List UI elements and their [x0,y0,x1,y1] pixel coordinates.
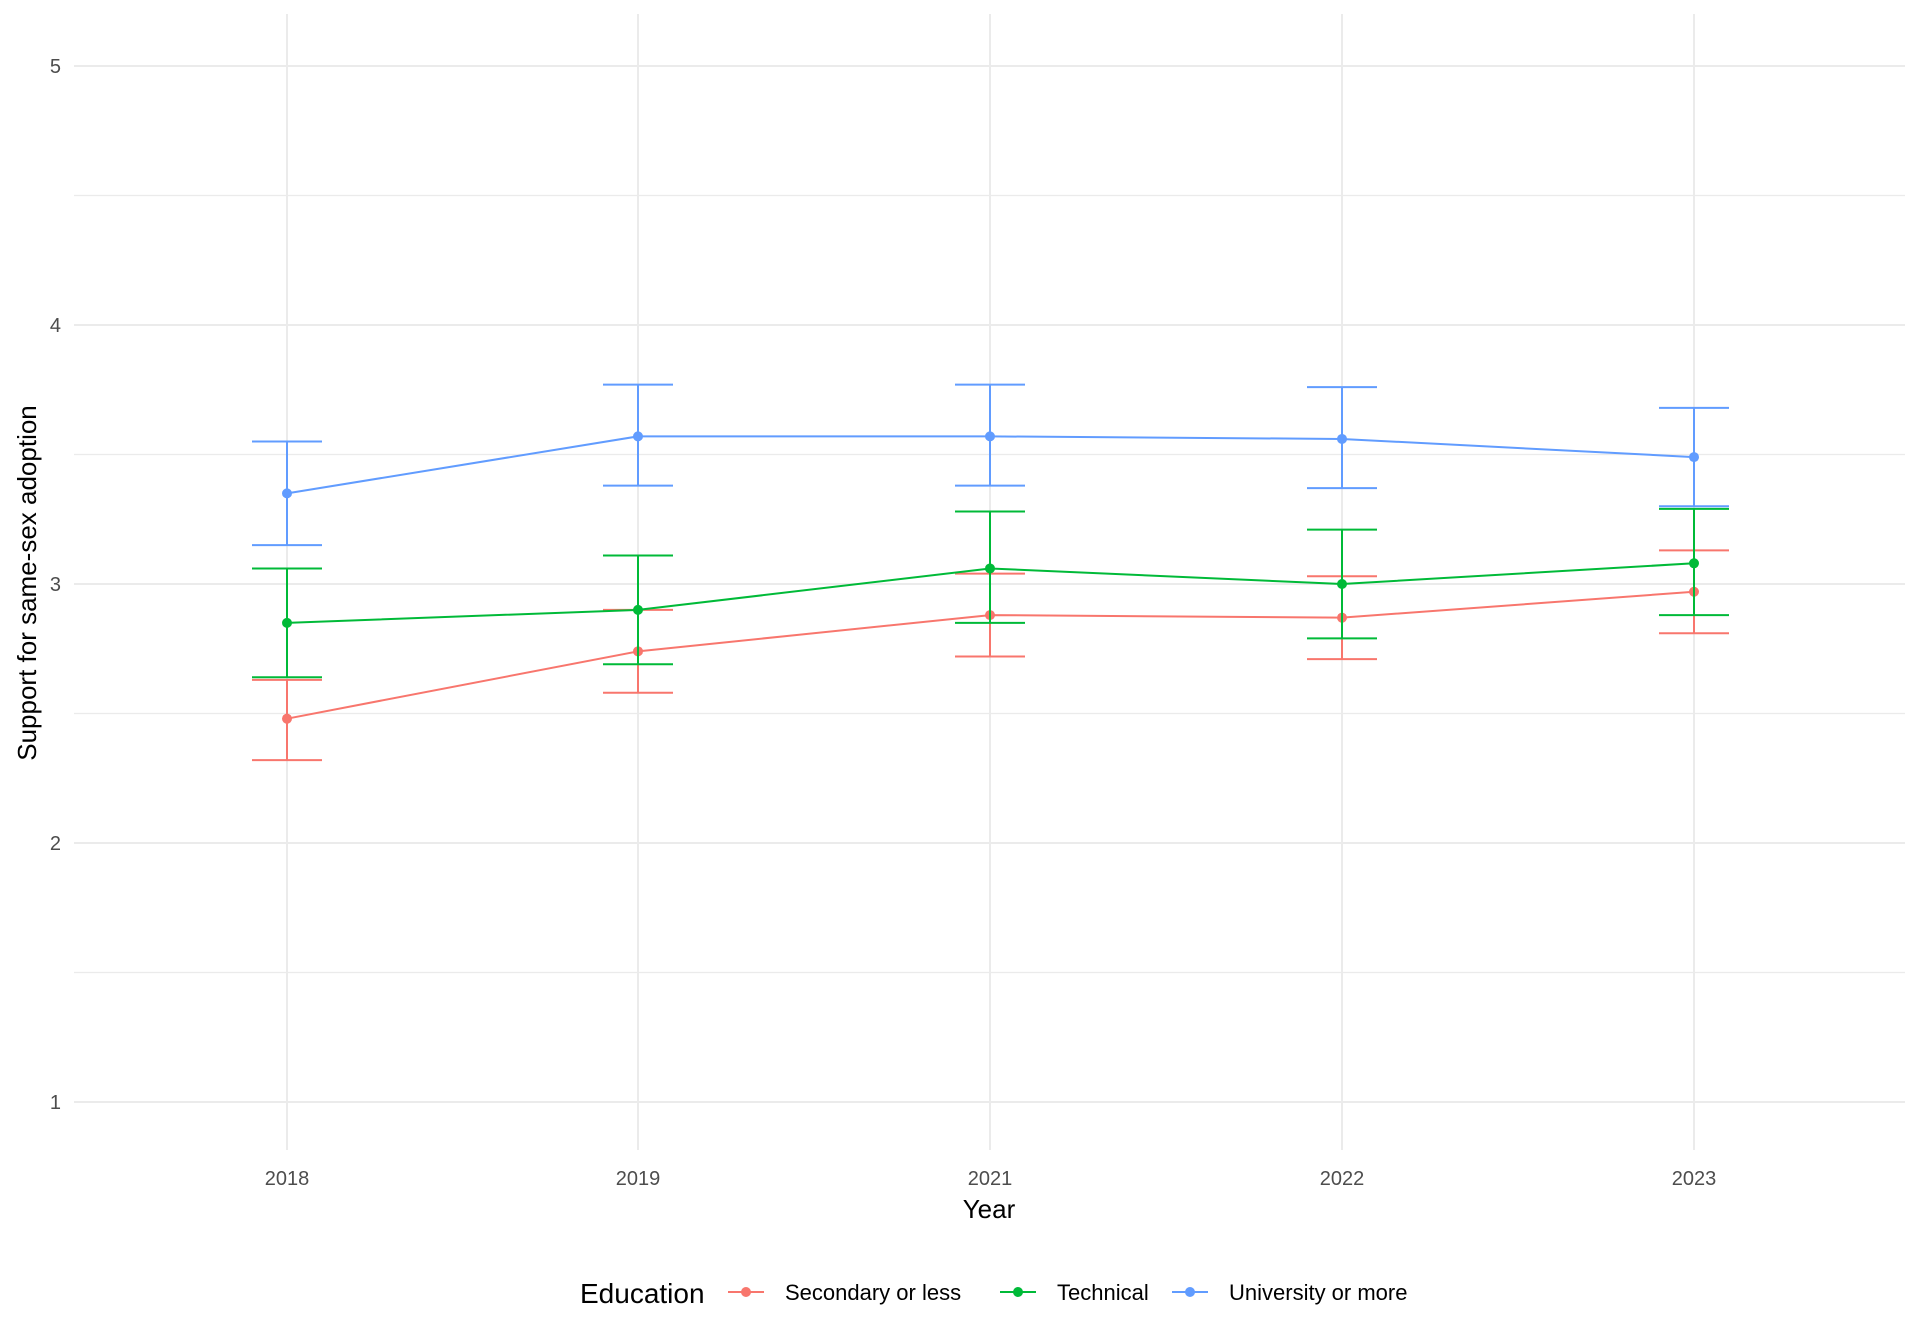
series-2 [252,383,1729,547]
legend-label: Technical [1057,1280,1149,1305]
x-tick-label: 2019 [616,1168,661,1190]
legend-key-point [1013,1287,1023,1297]
legend-item-0: Secondary or less [728,1280,961,1305]
legend-label: University or more [1229,1280,1407,1305]
legend-item-2: University or more [1172,1280,1407,1305]
legend-item-1: Technical [1000,1280,1149,1305]
y-tick-label: 1 [50,1092,61,1114]
x-tick-label: 2018 [265,1168,310,1190]
y-axis-title: Support for same-sex adoption [12,405,42,761]
legend-key-point [741,1287,751,1297]
data-point [633,604,643,615]
data-point [1337,433,1347,444]
series-layer [252,383,1729,762]
x-axis-title: Year [963,1194,1016,1224]
legend-items: Secondary or less Technical University or … [728,1280,1407,1305]
y-tick-label: 5 [50,56,61,78]
data-point [282,713,292,724]
legend-title: Education [580,1278,705,1309]
y-tick-label: 2 [50,833,61,855]
x-tick-labels: 2018 2019 2021 2022 2023 [265,1168,1717,1190]
series-1 [252,507,1729,679]
data-point [282,488,292,499]
y-tick-label: 4 [50,315,61,337]
data-point [1689,558,1699,569]
legend-label: Secondary or less [785,1280,961,1305]
data-point [985,431,995,442]
data-point [1337,579,1347,589]
x-tick-label: 2022 [1320,1168,1365,1190]
x-tick-label: 2023 [1672,1168,1717,1190]
y-tick-label: 3 [50,574,61,596]
legend-key-point [1185,1287,1195,1297]
data-point [633,431,643,442]
y-tick-labels: 1 2 3 4 5 [50,56,61,1114]
legend: Education Secondary or less Technical Univ… [580,1278,1407,1309]
x-tick-label: 2021 [968,1168,1013,1190]
data-point [985,563,995,574]
data-point [282,617,292,628]
data-point [1689,452,1699,463]
